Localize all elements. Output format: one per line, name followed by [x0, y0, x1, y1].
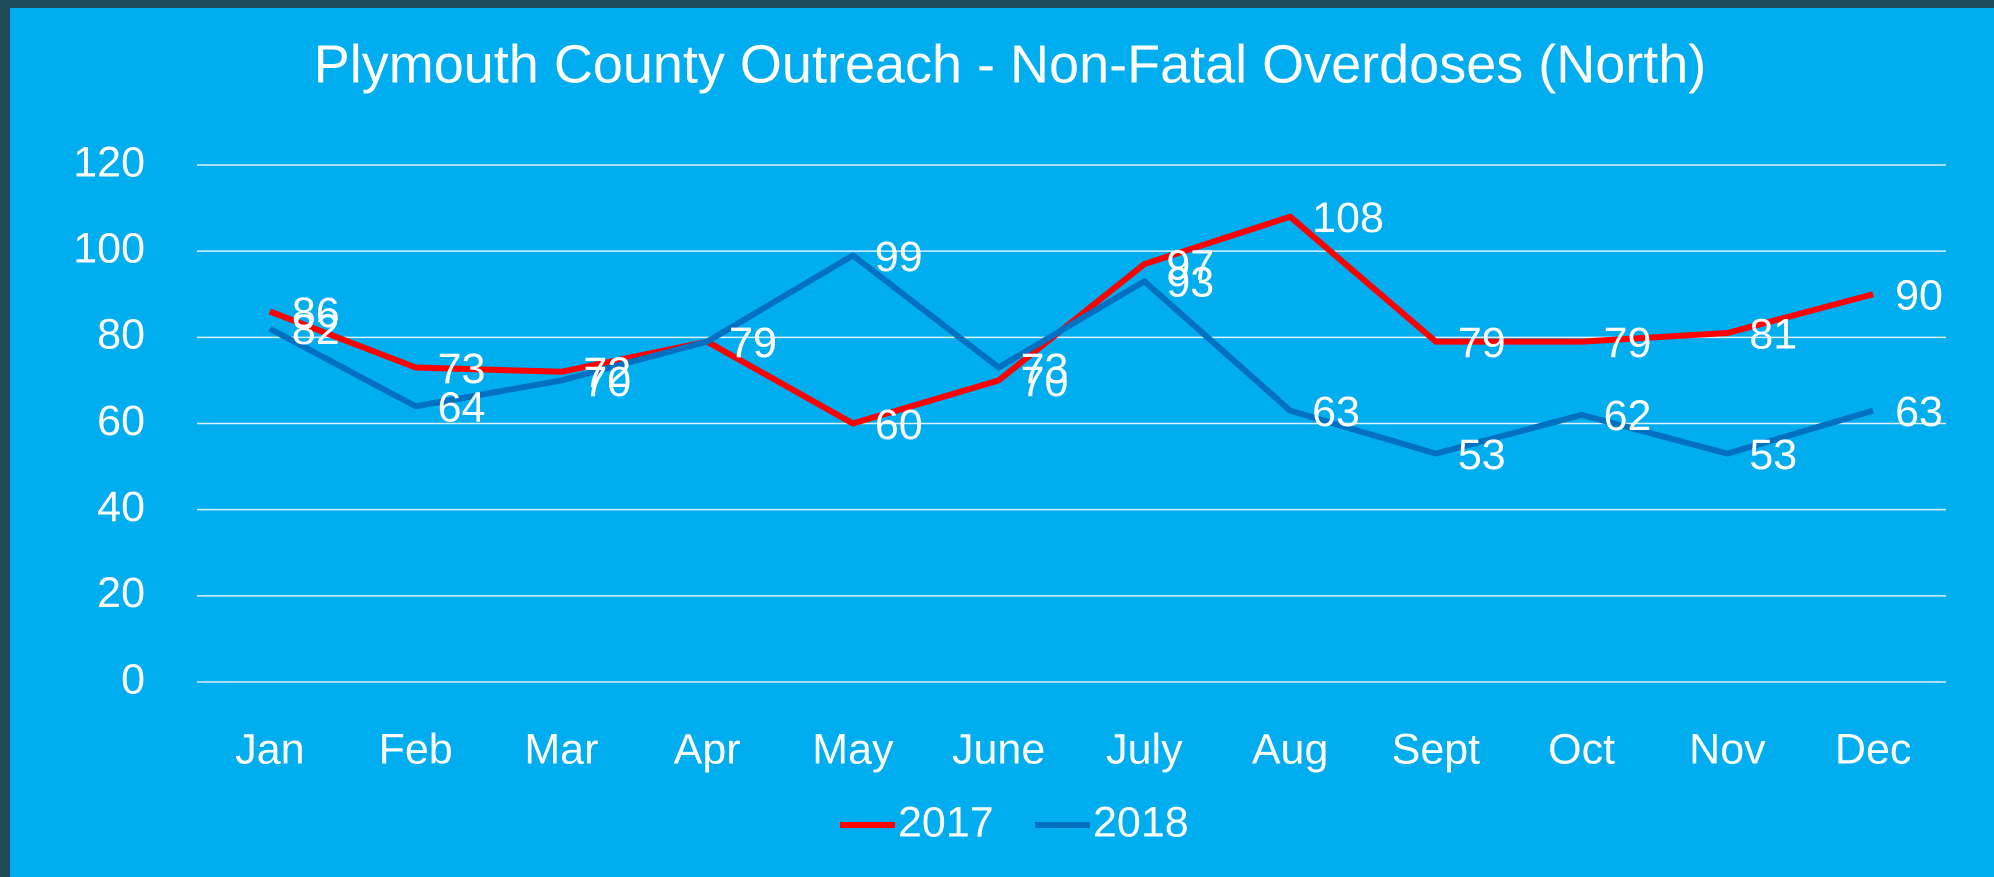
legend-label: 2018 [1093, 798, 1189, 846]
data-label: 53 [1458, 431, 1506, 479]
data-label: 99 [875, 233, 923, 281]
y-tick-label: 80 [97, 311, 145, 359]
data-label: 108 [1312, 194, 1384, 242]
data-label: 70 [583, 358, 631, 406]
data-label: 97 [1166, 241, 1214, 289]
x-tick-label: Nov [1689, 725, 1766, 773]
data-label: 93 [1166, 259, 1214, 307]
data-label: 60 [875, 401, 923, 449]
y-tick-label: 120 [73, 138, 145, 186]
data-label: 73 [438, 345, 486, 393]
data-label: 63 [1895, 388, 1943, 436]
data-label: 63 [1312, 388, 1360, 436]
x-tick-label: July [1106, 725, 1183, 773]
chart-title: Plymouth County Outreach - Non-Fatal Ove… [314, 34, 1707, 94]
x-tick-label: Sept [1392, 725, 1481, 773]
data-label: 90 [1895, 272, 1943, 320]
x-tick-label: Apr [674, 725, 741, 773]
x-tick-label: May [812, 725, 894, 773]
data-label: 86 [292, 289, 340, 337]
y-tick-label: 20 [97, 569, 145, 617]
series-line [268, 252, 1874, 457]
chart-background [10, 8, 1994, 877]
data-label: 64 [438, 384, 486, 432]
y-tick-label: 60 [97, 397, 145, 445]
x-tick-label: Dec [1835, 725, 1911, 773]
data-label: 79 [729, 319, 777, 367]
data-label: 82 [292, 306, 340, 354]
data-label: 79 [1458, 319, 1506, 367]
data-label: 81 [1749, 310, 1797, 358]
x-tick-label: Oct [1548, 725, 1615, 773]
x-tick-label: Jan [235, 725, 304, 773]
x-tick-label: Mar [524, 725, 598, 773]
data-label: 73 [1021, 345, 1069, 393]
data-label: 70 [1021, 358, 1069, 406]
y-tick-label: 100 [73, 225, 145, 273]
x-tick-label: Feb [379, 725, 453, 773]
data-label: 79 [729, 319, 777, 367]
legend-label: 2017 [898, 798, 994, 846]
data-label: 79 [1604, 319, 1652, 367]
x-tick-label: Aug [1252, 725, 1329, 773]
x-tick-label: June [952, 725, 1045, 773]
data-label: 72 [583, 349, 631, 397]
data-label: 62 [1604, 392, 1652, 440]
y-tick-label: 0 [121, 655, 145, 703]
data-label: 53 [1749, 431, 1797, 479]
y-tick-label: 40 [97, 483, 145, 531]
